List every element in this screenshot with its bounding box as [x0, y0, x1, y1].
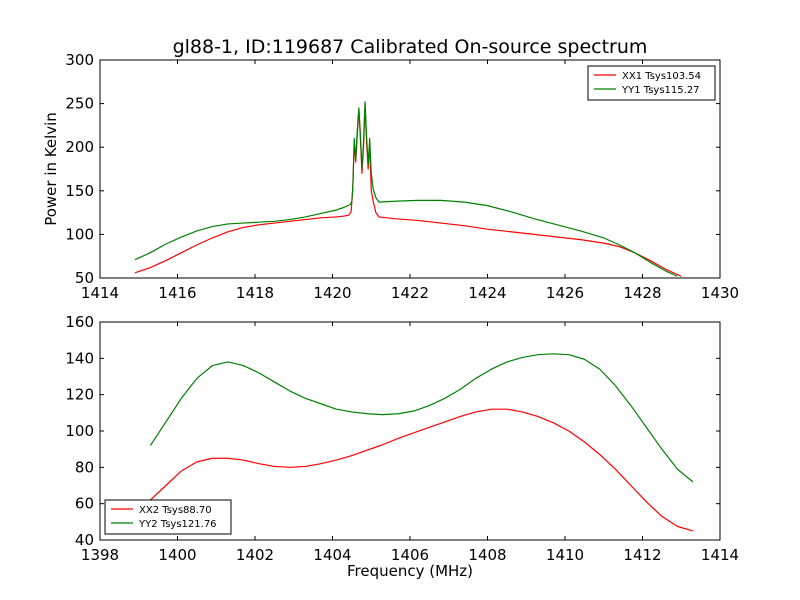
x-tick-label: 1412 — [623, 546, 661, 564]
y-tick-label: 60 — [75, 495, 94, 513]
series-line-2 — [134, 101, 678, 277]
y-tick-label: 80 — [75, 458, 94, 476]
legend: XX2 Tsys88.70 YY2 Tsys121.76 — [104, 499, 232, 535]
x-tick-label: 1400 — [158, 546, 196, 564]
x-tick-label: 1420 — [313, 284, 351, 302]
x-tick-label: 1430 — [701, 284, 739, 302]
x-tick-label: 1414 — [81, 284, 119, 302]
y-tick-label: 50 — [75, 269, 94, 287]
legend-label-2: YY1 Tsys115.27 — [621, 85, 700, 96]
x-tick-label: 1424 — [468, 284, 506, 302]
x-tick-label: 1422 — [391, 284, 429, 302]
bottom-chart: 1398 1400 1402 1404 1406 1408 1410 1412 1414 40 60… — [65, 313, 739, 580]
x-tick-label: 1406 — [391, 546, 429, 564]
legend-label-1: XX1 Tsys103.54 — [622, 71, 701, 82]
y-tick-label: 200 — [65, 138, 94, 156]
y-tick-label: 150 — [65, 182, 94, 200]
y-tick-label: 120 — [65, 386, 94, 404]
x-tick-label: 1418 — [236, 284, 274, 302]
y-tick-label: 250 — [65, 95, 94, 113]
x-tick-label: 1404 — [313, 546, 351, 564]
series-line-2 — [149, 353, 694, 483]
legend-label-1: XX2 Tsys88.70 — [139, 505, 212, 516]
legend: XX1 Tsys103.54 YY1 Tsys115.27 — [587, 65, 716, 101]
x-tick-label: 1398 — [81, 546, 119, 564]
x-tick-label: 1414 — [701, 546, 739, 564]
y-tick-label: 160 — [65, 313, 94, 331]
legend-frame — [104, 499, 232, 535]
chart-title: gl88-1, ID:119687 Calibrated On-source s… — [173, 36, 648, 58]
x-tick-label: 1408 — [468, 546, 506, 564]
y-tick-label: 100 — [65, 422, 94, 440]
legend-frame — [587, 65, 716, 101]
y-tick-label: 40 — [75, 531, 94, 549]
y-tick-label: 300 — [65, 51, 94, 69]
x-tick-label: 1426 — [546, 284, 584, 302]
x-tick-label: 1410 — [546, 546, 584, 564]
x-tick-label: 1416 — [158, 284, 196, 302]
y-tick-label: 100 — [65, 225, 94, 243]
x-axis-label: Frequency (MHz) — [347, 562, 473, 580]
legend-label-2: YY2 Tsys121.76 — [138, 519, 217, 530]
y-axis-label: Power in Kelvin — [42, 112, 60, 226]
series-line-1 — [149, 408, 694, 532]
x-tick-label: 1402 — [236, 546, 274, 564]
x-tick-label: 1428 — [623, 284, 661, 302]
top-chart: 1414 1416 1418 1420 1422 1424 1426 1428 1430 50 10… — [42, 51, 739, 302]
y-tick-label: 140 — [65, 349, 94, 367]
